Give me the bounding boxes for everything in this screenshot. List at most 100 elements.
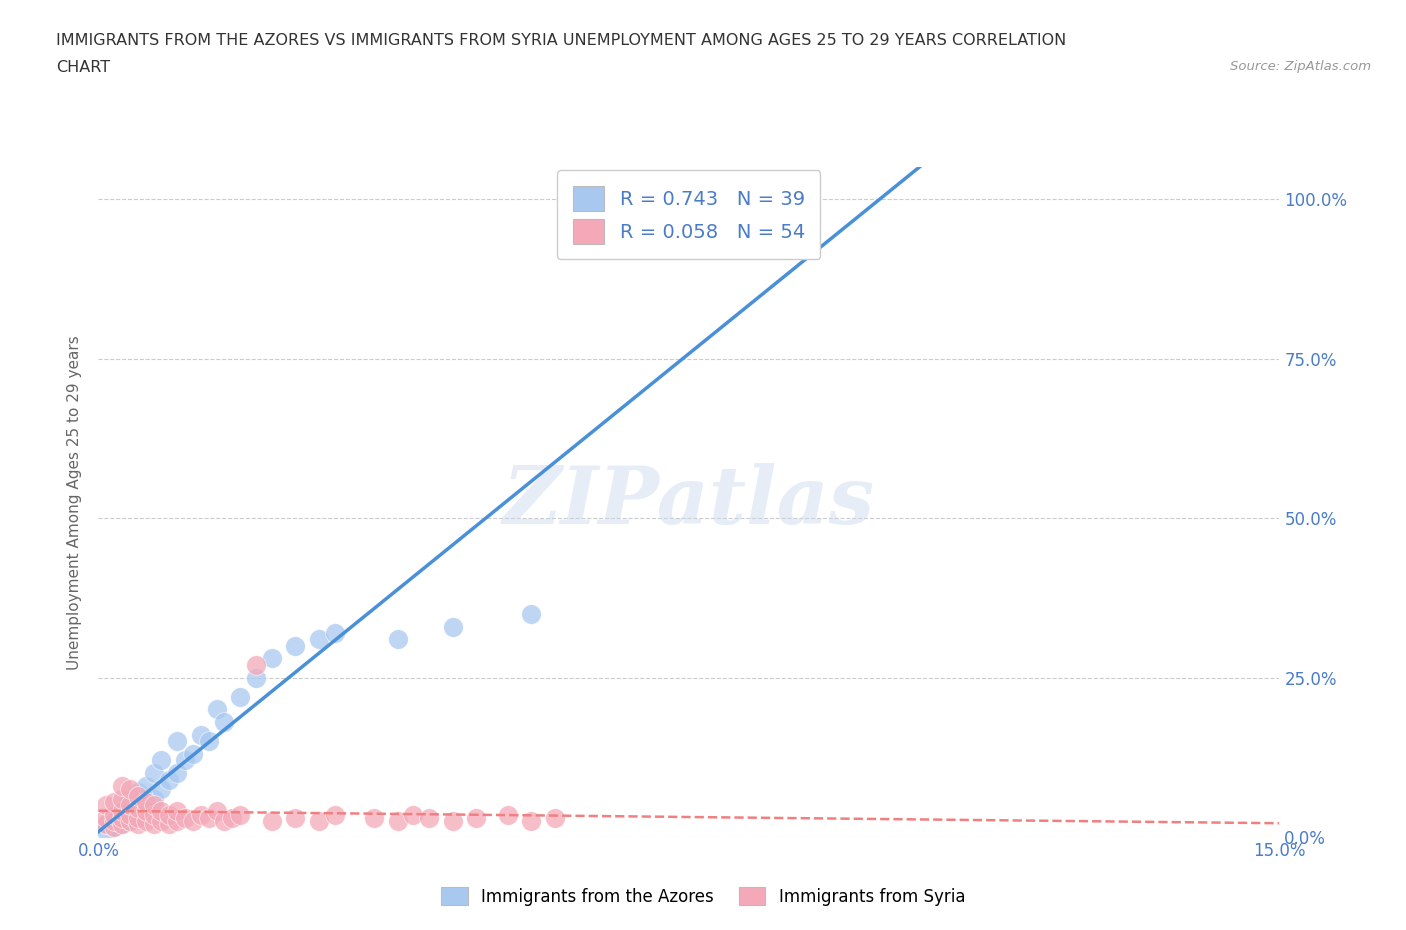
Point [363,810,385,825]
Point [544,810,567,825]
Point [387,814,409,829]
Point [103,794,125,809]
Point [96,817,118,831]
Point [127,785,149,800]
Point [229,689,252,704]
Point [118,814,141,829]
Point [157,817,180,831]
Point [135,814,157,829]
Point [418,810,440,825]
Point [166,765,188,780]
Point [127,817,149,831]
Point [150,782,173,797]
Text: IMMIGRANTS FROM THE AZORES VS IMMIGRANTS FROM SYRIA UNEMPLOYMENT AMONG AGES 25 T: IMMIGRANTS FROM THE AZORES VS IMMIGRANTS… [56,33,1067,47]
Point [520,606,543,621]
Point [111,810,134,825]
Point [174,753,197,768]
Legend: Immigrants from the Azores, Immigrants from Syria: Immigrants from the Azores, Immigrants f… [434,881,972,912]
Point [103,810,125,825]
Point [245,658,267,672]
Point [214,715,236,730]
Point [135,794,157,809]
Point [150,753,173,768]
Point [174,810,197,825]
Point [111,817,134,831]
Point [441,814,464,829]
Point [157,807,180,822]
Point [103,820,125,835]
Point [323,807,346,822]
Point [496,807,519,822]
Point [308,631,330,646]
Point [205,702,228,717]
Point [166,804,188,819]
Point [190,807,212,822]
Point [127,801,149,816]
Point [118,782,141,797]
Point [142,798,165,813]
Point [142,817,165,831]
Point [118,807,141,822]
Point [387,631,409,646]
Point [229,807,252,822]
Point [308,814,330,829]
Point [96,817,118,831]
Point [111,817,134,831]
Point [118,807,141,822]
Point [96,823,118,838]
Point [520,814,543,829]
Point [197,810,219,825]
Point [465,810,488,825]
Point [118,794,141,809]
Point [260,814,283,829]
Point [135,778,157,793]
Point [127,788,149,803]
Point [127,810,149,825]
Point [190,727,212,742]
Point [142,807,165,822]
Point [111,778,134,793]
Point [284,810,307,825]
Text: Source: ZipAtlas.com: Source: ZipAtlas.com [1230,60,1371,73]
Point [118,798,141,813]
Point [181,814,204,829]
Point [103,820,125,835]
Point [96,798,118,813]
Text: CHART: CHART [56,60,110,75]
Point [678,224,700,239]
Point [150,804,173,819]
Point [221,810,243,825]
Point [96,810,118,825]
Point [103,807,125,822]
Point [118,814,141,829]
Point [111,810,134,825]
Point [260,651,283,666]
Point [197,734,219,749]
Point [181,747,204,762]
Legend: R = 0.743   N = 39, R = 0.058   N = 54: R = 0.743 N = 39, R = 0.058 N = 54 [557,170,821,259]
Point [142,765,165,780]
Point [103,814,125,829]
Point [284,638,307,653]
Point [127,810,149,825]
Point [111,791,134,806]
Point [142,791,165,806]
Point [214,814,236,829]
Text: ZIPatlas: ZIPatlas [503,463,875,541]
Point [166,734,188,749]
Point [135,804,157,819]
Point [103,814,125,829]
Point [441,619,464,634]
Point [150,814,173,829]
Point [402,807,425,822]
Point [323,626,346,641]
Point [157,772,180,787]
Point [111,804,134,819]
Point [205,804,228,819]
Point [111,804,134,819]
Point [166,814,188,829]
Point [127,798,149,813]
Point [245,671,267,685]
Point [135,798,157,813]
Y-axis label: Unemployment Among Ages 25 to 29 years: Unemployment Among Ages 25 to 29 years [67,335,83,670]
